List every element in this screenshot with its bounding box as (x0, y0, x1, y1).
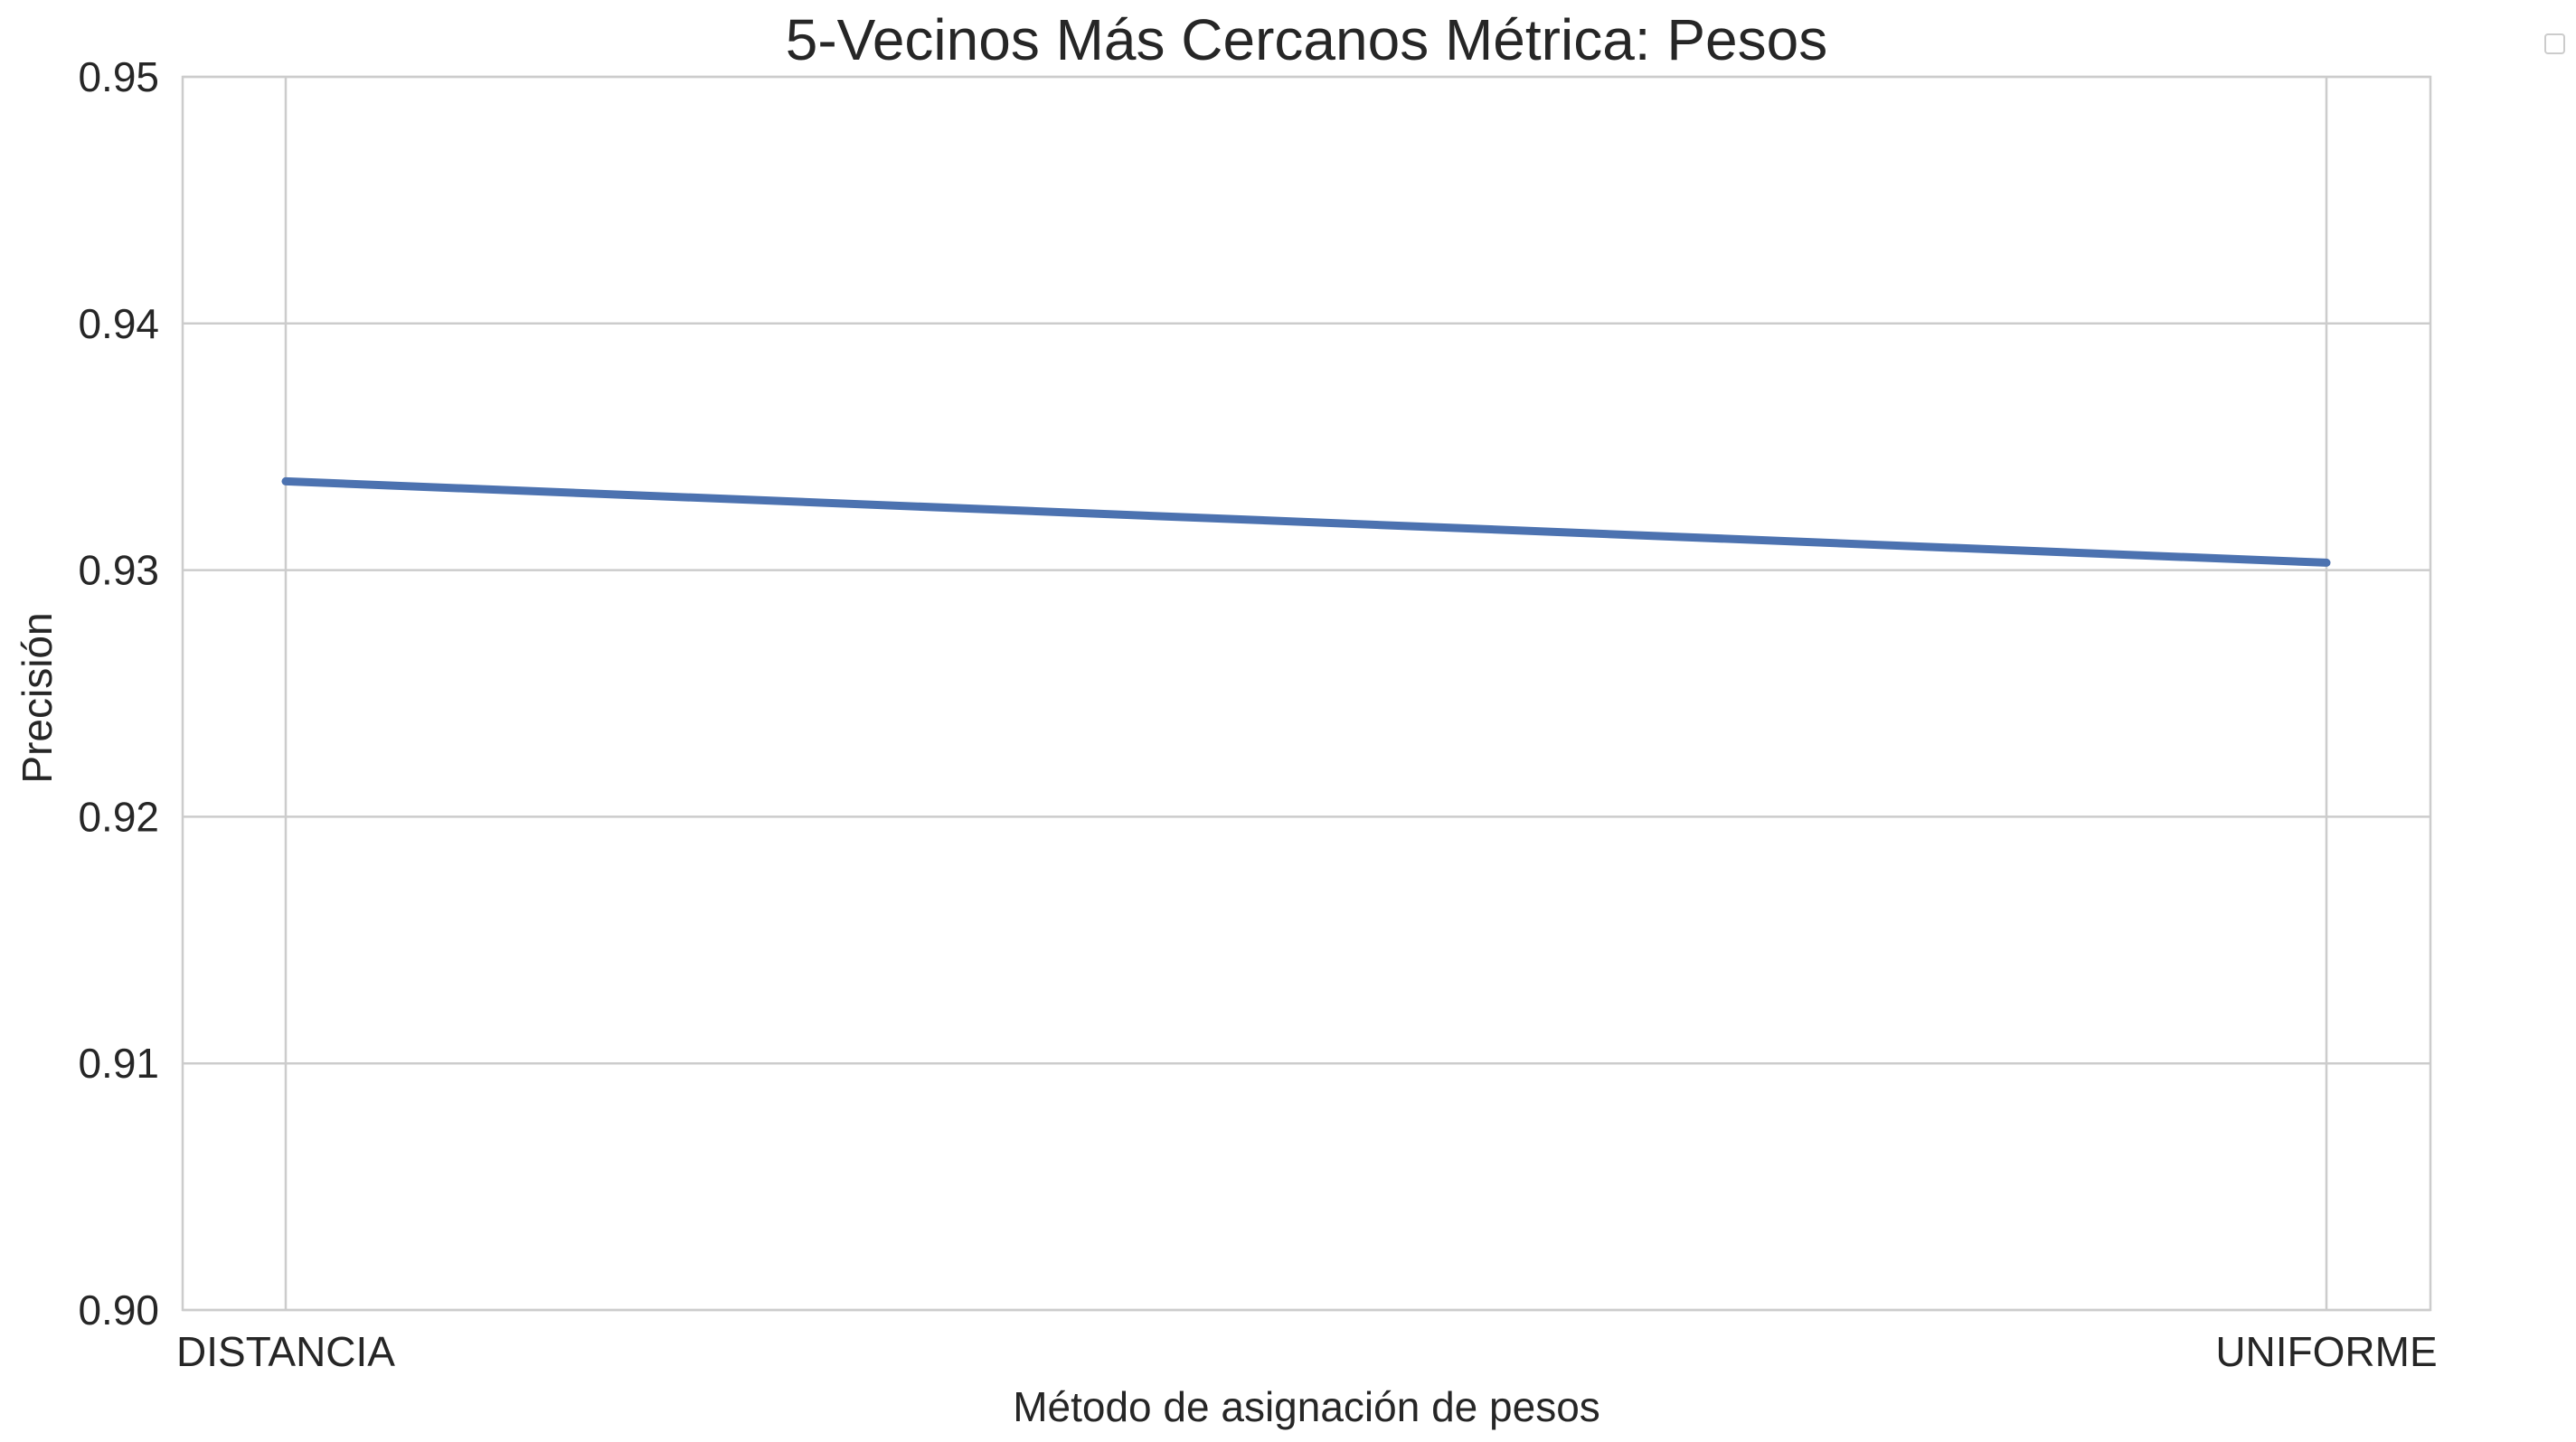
y-tick-label: 0.94 (78, 300, 159, 347)
y-tick-label: 0.92 (78, 793, 159, 840)
x-gridlines (284, 77, 2328, 1310)
y-tick-labels: 0.90 0.91 0.92 0.93 0.94 0.95 (78, 53, 159, 1334)
series-layer (281, 476, 2331, 567)
y-tick-label: 0.91 (78, 1040, 159, 1087)
y-tick-label: 0.90 (78, 1286, 159, 1334)
x-tick-labels: DISTANCIA UNIFORME (176, 1328, 2438, 1375)
x-axis-label: Método de asignación de pesos (1013, 1383, 1600, 1430)
plot-frame (181, 75, 2432, 1312)
legend-box (2544, 33, 2565, 54)
x-tick-label: UNIFORME (2215, 1328, 2437, 1375)
y-axis-label: Precisión (14, 612, 61, 783)
x-tick-label: DISTANCIA (176, 1328, 395, 1375)
series-line (281, 476, 2331, 567)
chart-title: 5-Vecinos Más Cercanos Métrica: Pesos (786, 7, 1827, 72)
y-tick-label: 0.95 (78, 53, 159, 100)
y-tick-label: 0.93 (78, 547, 159, 594)
